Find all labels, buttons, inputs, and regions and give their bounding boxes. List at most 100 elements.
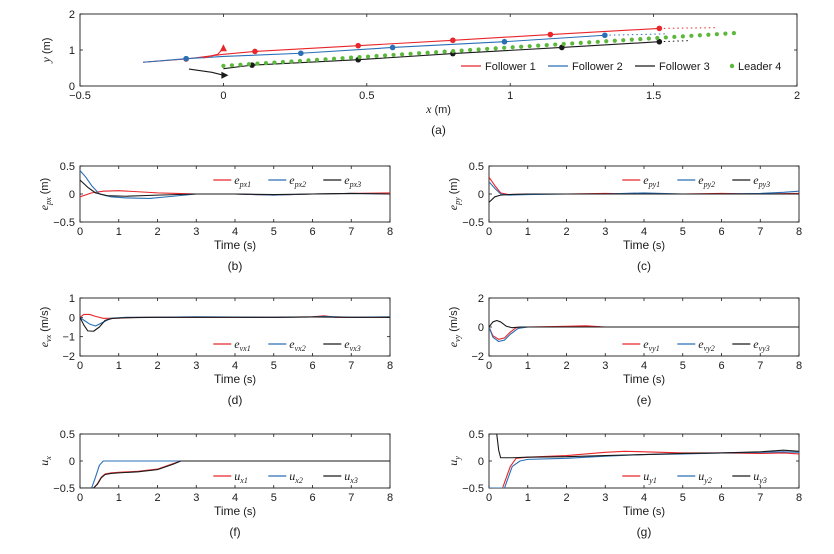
leader-point xyxy=(280,59,286,65)
panel-caption: (f) xyxy=(229,525,240,539)
leader-point xyxy=(697,33,702,38)
y-tick-label: −0.5 xyxy=(462,483,484,495)
x-axis-label: Time (s) xyxy=(623,372,665,386)
leader-point xyxy=(263,61,269,66)
x-axis-label: Time (s) xyxy=(214,238,256,252)
x-tick-label: 3 xyxy=(602,492,608,504)
leader-point xyxy=(331,56,337,61)
y-tick-label: 2 xyxy=(69,9,75,21)
x-tick-label: 3 xyxy=(193,492,199,504)
x-tick-label: 8 xyxy=(387,360,393,372)
series-group xyxy=(489,434,799,488)
x-tick-label: 5 xyxy=(271,360,277,372)
series-group xyxy=(143,25,737,79)
series-line-vx3 xyxy=(80,316,390,332)
leader-point xyxy=(382,53,388,58)
legend: uy1 uy2 uy3 xyxy=(622,469,767,485)
legend-label: epy3 xyxy=(753,173,770,189)
legend-label: evy1 xyxy=(643,337,659,353)
legend: Follower 1 Follower 2 Follower 3 Leader 4 xyxy=(461,61,781,73)
x-tick-label: 1 xyxy=(116,492,122,504)
y-tick-label: 0 xyxy=(69,189,75,201)
x-tick-label: 8 xyxy=(796,360,802,372)
legend-label: evy2 xyxy=(698,337,714,353)
y-tick-label: 0 xyxy=(69,456,75,468)
legend-label: evx1 xyxy=(234,337,250,353)
legend-label: ux2 xyxy=(289,469,303,485)
x-tick-label: 1 xyxy=(525,360,531,372)
x-tick-label: 7 xyxy=(757,226,763,238)
legend: epy1 epy2 epy3 xyxy=(622,173,770,189)
x-tick-label: 3 xyxy=(602,226,608,238)
x-tick-label: 1 xyxy=(116,226,122,238)
series-line-x3 xyxy=(80,460,390,488)
y-axis-label: ux xyxy=(37,456,53,466)
y-tick-label: −0.5 xyxy=(53,483,75,495)
leader-point xyxy=(621,38,626,43)
x-tick-label: 8 xyxy=(796,492,802,504)
legend: evx1 evx2 evx3 xyxy=(213,337,361,353)
leader-point xyxy=(519,44,524,49)
leader-point xyxy=(229,63,235,68)
x-tick-label: 2 xyxy=(154,360,160,372)
y-tick-label: 0.5 xyxy=(469,161,484,173)
x-tick-label: 4 xyxy=(232,492,238,504)
leader-point xyxy=(502,45,507,50)
y-tick-label: 2 xyxy=(478,293,484,305)
y-axis-label: evx (m/s) xyxy=(37,307,53,348)
x-tick-label: 6 xyxy=(718,226,724,238)
legend-label: uy1 xyxy=(643,469,657,485)
x-tick-label: 1.5 xyxy=(646,90,661,102)
series-marker xyxy=(656,25,663,32)
leader-point xyxy=(451,48,456,54)
legend-label: epy1 xyxy=(643,173,660,189)
leader-point xyxy=(289,59,294,64)
legend: evy1 evy2 evy3 xyxy=(622,337,770,353)
y-tick-label: 0.5 xyxy=(60,161,75,173)
x-tick-label: 1 xyxy=(525,226,531,238)
y-axis-label: evy (m/s) xyxy=(446,307,462,348)
leader-point xyxy=(391,52,396,58)
series-marker xyxy=(547,31,554,38)
series-marker xyxy=(183,55,189,62)
leader-point xyxy=(714,32,719,37)
series-trail xyxy=(604,33,668,36)
leader-point xyxy=(570,41,575,46)
start-arrow xyxy=(221,71,229,79)
leader-point xyxy=(723,31,728,36)
x-tick-label: 1 xyxy=(116,360,122,372)
leader-point xyxy=(510,45,515,50)
leader-point xyxy=(680,34,685,39)
leader-point xyxy=(442,49,447,54)
leader-point xyxy=(408,51,413,56)
series-marker xyxy=(501,38,508,45)
x-tick-label: 0 xyxy=(486,360,492,372)
x-tick-label: 2 xyxy=(154,226,160,238)
x-tick-label: 8 xyxy=(387,226,393,238)
x-tick-label: 0 xyxy=(486,226,492,238)
legend-label: ux1 xyxy=(234,469,248,485)
leader-point xyxy=(672,34,677,40)
leader-point xyxy=(536,43,541,48)
y-tick-label: −2 xyxy=(471,351,484,363)
x-tick-label: 8 xyxy=(387,492,393,504)
leader-point xyxy=(731,30,737,36)
x-tick-label: 2 xyxy=(563,226,569,238)
series-line-2 xyxy=(223,41,660,70)
leader-point xyxy=(689,33,694,38)
y-tick-label: −0.5 xyxy=(53,217,75,229)
leader-point xyxy=(323,57,328,62)
x-tick-label: 7 xyxy=(757,360,763,372)
leader-point xyxy=(638,36,643,42)
legend-label: epx3 xyxy=(344,173,361,189)
series-marker xyxy=(298,50,304,57)
leader-point xyxy=(561,41,566,47)
x-tick-label: 2 xyxy=(154,492,160,504)
x-tick-label: 0 xyxy=(77,360,83,372)
x-tick-label: 6 xyxy=(718,492,724,504)
